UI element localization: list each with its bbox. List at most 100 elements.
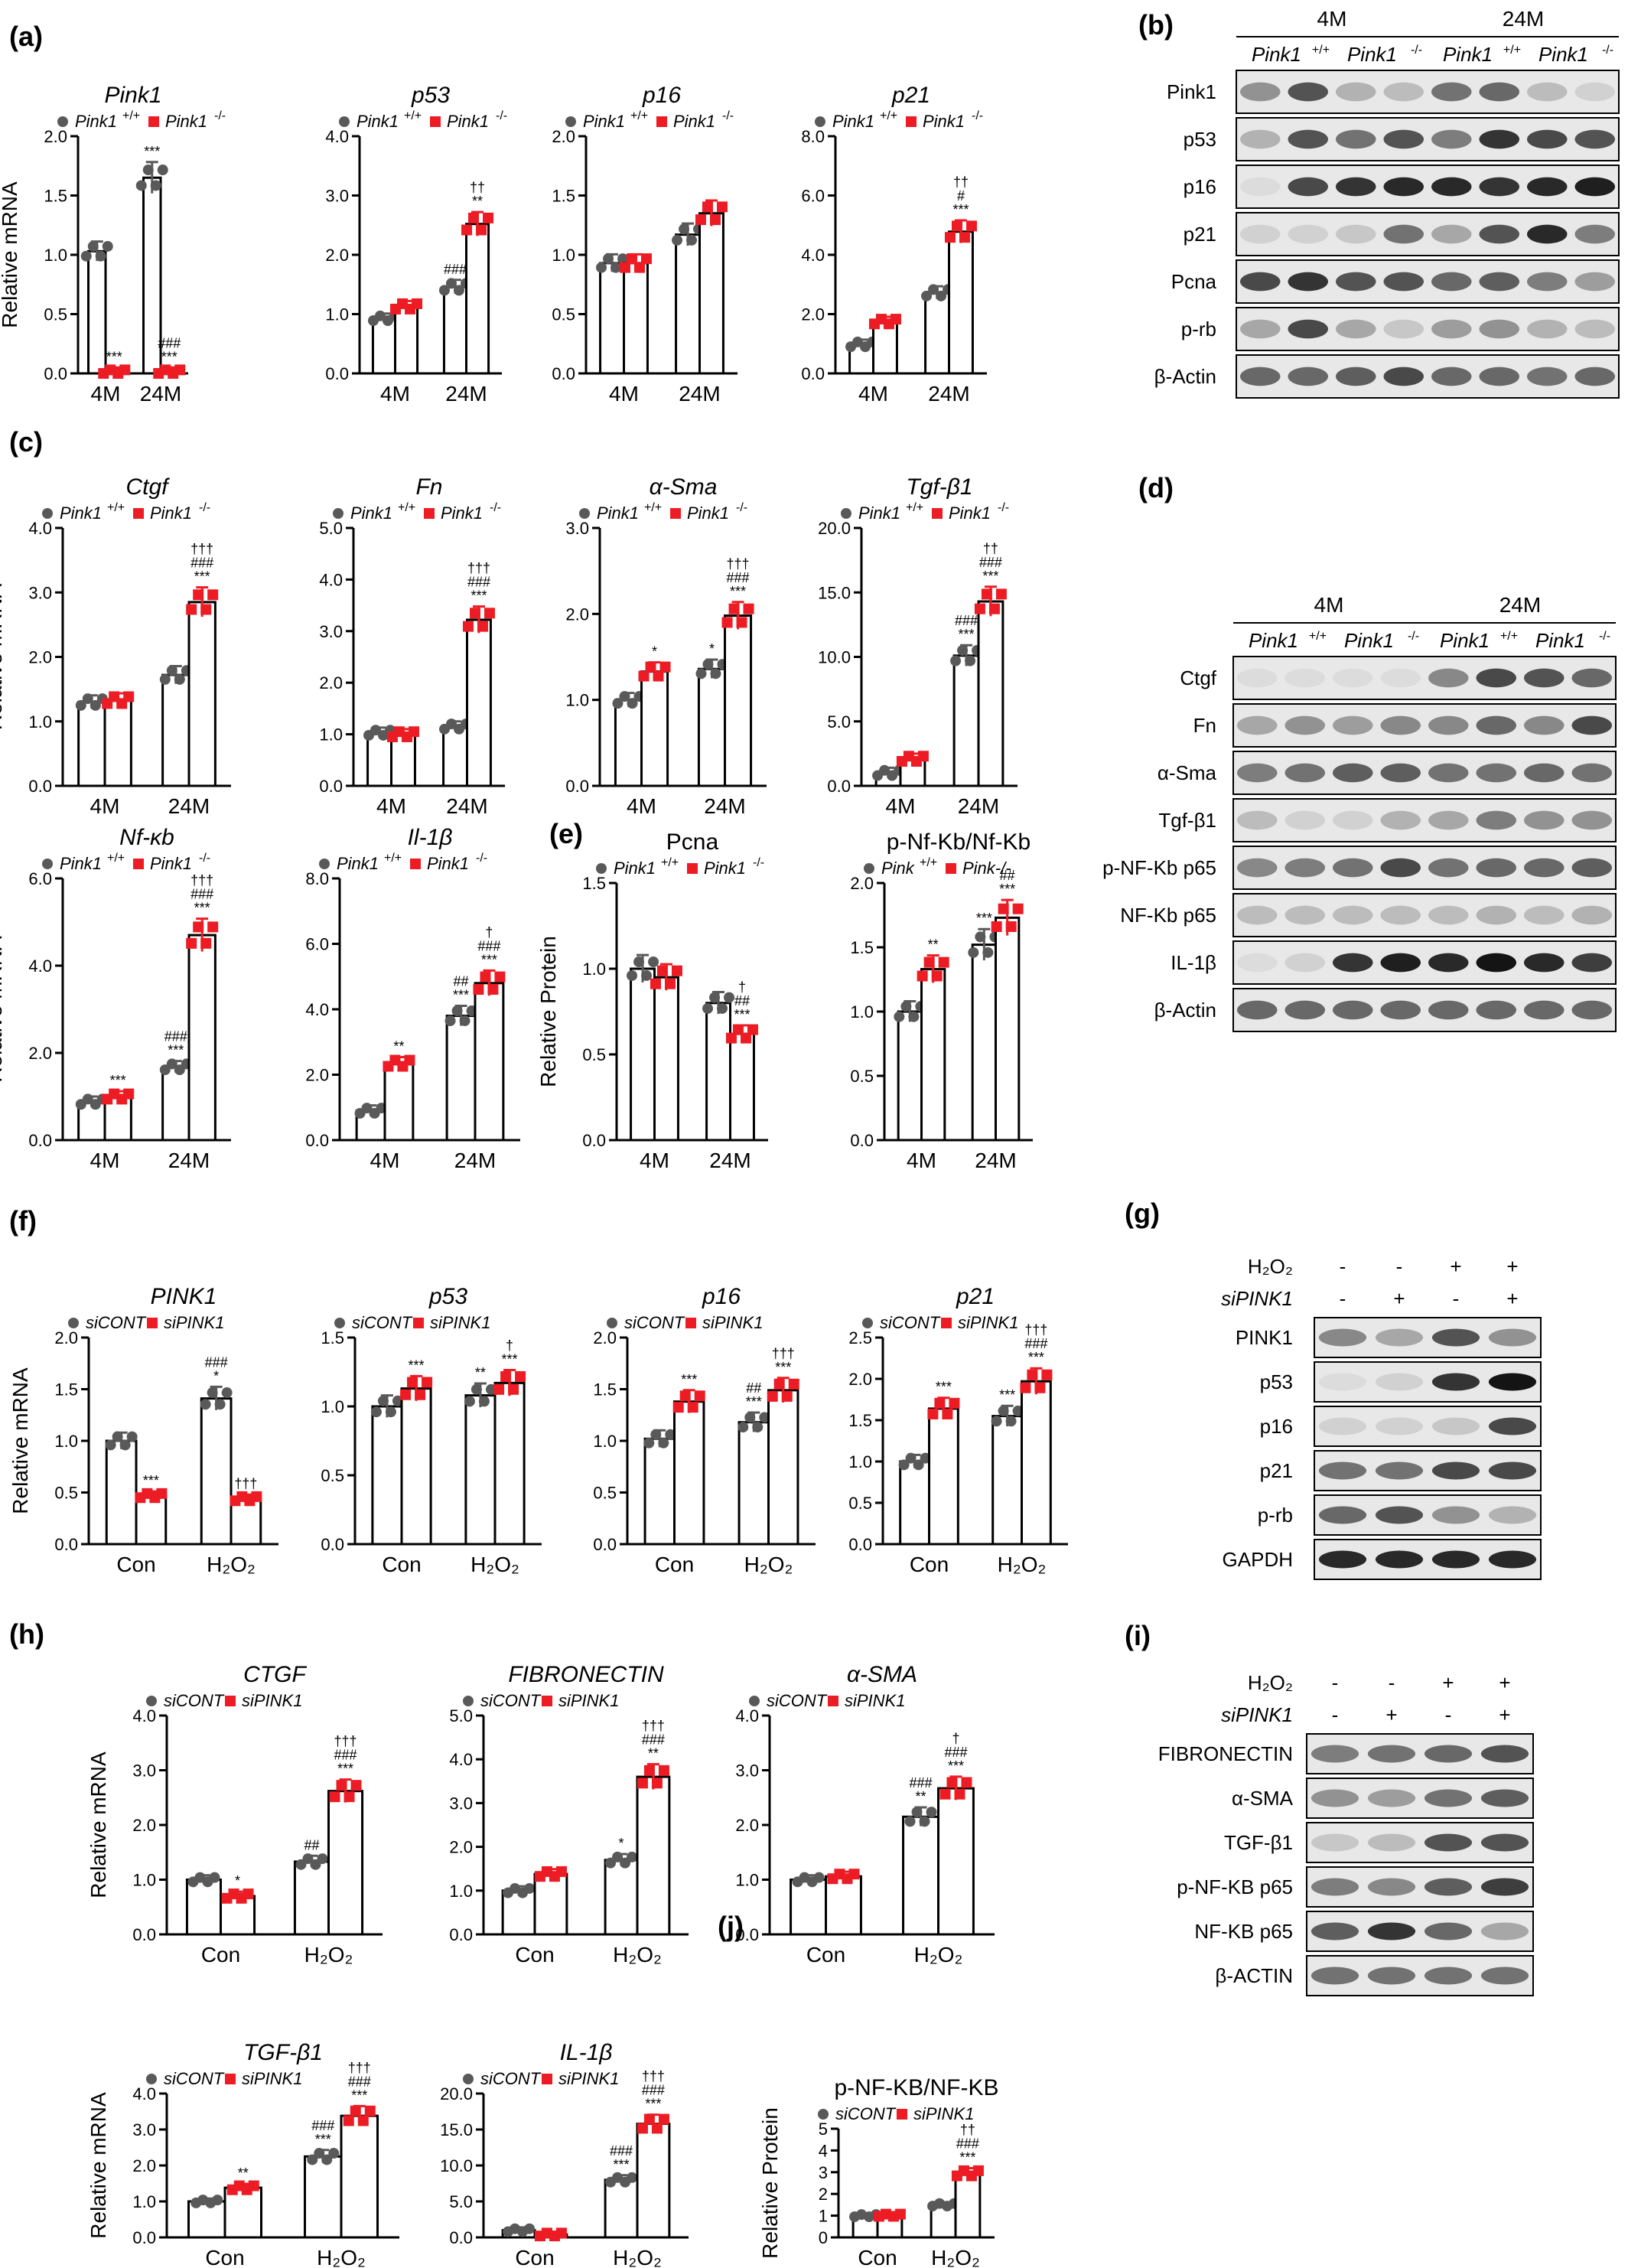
bar bbox=[135, 1494, 168, 1546]
data-point bbox=[998, 1405, 1009, 1416]
blot-band bbox=[1480, 1922, 1529, 1941]
blot-band bbox=[1288, 129, 1328, 149]
blot-band bbox=[1488, 1328, 1537, 1347]
y-tick-label: 0.0 bbox=[552, 364, 575, 383]
blot-band bbox=[1571, 668, 1612, 688]
data-point bbox=[695, 214, 706, 226]
data-point bbox=[927, 1408, 939, 1419]
data-point bbox=[919, 1816, 930, 1827]
y-tick-label: 1.0 bbox=[54, 1432, 78, 1451]
blot-band bbox=[1311, 1833, 1359, 1852]
panel-letter: (g) bbox=[1125, 1198, 1160, 1229]
legend-sup-series-1: +/+ bbox=[107, 852, 125, 865]
data-point bbox=[415, 1389, 426, 1400]
data-point bbox=[648, 956, 659, 968]
legend-marker-series-1 bbox=[862, 1318, 873, 1328]
data-point bbox=[905, 1452, 917, 1464]
blot-band bbox=[1480, 1833, 1529, 1852]
significance-label: ## bbox=[746, 1380, 761, 1396]
x-tick-label: Con bbox=[806, 1943, 845, 1967]
blot-band bbox=[1571, 763, 1612, 783]
significance-label: *** bbox=[746, 1394, 762, 1409]
y-tick-label: 0.5 bbox=[593, 1484, 617, 1503]
legend-marker-series-1 bbox=[579, 508, 590, 519]
blot-band bbox=[1480, 1745, 1529, 1763]
y-axis-label: Relative mRNA bbox=[8, 1367, 32, 1514]
x-tick-label: H₂O₂ bbox=[317, 2246, 366, 2268]
bar bbox=[474, 982, 505, 1142]
significance-label: *** bbox=[453, 988, 469, 1003]
data-point bbox=[928, 284, 939, 295]
blot-band bbox=[1336, 367, 1376, 386]
legend-marker-series-1 bbox=[319, 859, 330, 869]
panel-letter: (c) bbox=[9, 426, 43, 458]
blot-band bbox=[1380, 810, 1421, 830]
y-tick-label: 4.0 bbox=[319, 570, 343, 589]
blot-band bbox=[1428, 763, 1469, 783]
blot-lane-genotype: Pink1 bbox=[1252, 43, 1301, 66]
y-tick-label: 1.5 bbox=[850, 938, 874, 957]
legend-label-series-2: Pink1 bbox=[949, 503, 991, 523]
significance-label: ††† bbox=[348, 2060, 371, 2075]
data-point bbox=[991, 921, 1002, 932]
y-tick-label: 2.5 bbox=[848, 1328, 872, 1347]
x-tick-label: Con bbox=[116, 1553, 155, 1576]
data-point bbox=[672, 1402, 684, 1413]
x-tick-label: 24M bbox=[140, 382, 181, 406]
data-point bbox=[123, 691, 135, 702]
blot-treatment-value: - bbox=[1332, 1671, 1339, 1694]
bar-chart-3: 0.0 2.0 4.0 6.0 8.0 p21 Pink1 +/+ Pink1 -/- 4M 24M †… bbox=[801, 83, 987, 406]
bar bbox=[394, 305, 419, 375]
y-tick-label: 0.0 bbox=[449, 2228, 473, 2247]
blot-treatment-value: + bbox=[1499, 1671, 1510, 1694]
data-point bbox=[923, 956, 935, 968]
x-tick-label: 24M bbox=[446, 794, 487, 818]
data-point bbox=[1027, 1369, 1038, 1380]
data-point bbox=[493, 1383, 505, 1395]
blot-band bbox=[1488, 1417, 1537, 1435]
western-blot-(i): H₂O₂ - - + + siPINK1 - + - + FIBRONECTIN α-SMA TGF-β… bbox=[1158, 1671, 1534, 1996]
legend: siCONT siPINK1 bbox=[818, 2104, 974, 2123]
blot-band bbox=[1480, 1967, 1529, 1985]
y-tick-label: 1.0 bbox=[132, 1871, 156, 1890]
blot-lane-sup: -/- bbox=[1599, 630, 1610, 643]
x-tick-label: 24M bbox=[704, 794, 745, 818]
bar bbox=[630, 967, 656, 1142]
y-tick-label: 4.0 bbox=[132, 1706, 156, 1725]
bar-chart-4: 0.0 1.0 2.0 3.0 4.0 Relative mRNA Ctgf Pink1 +/+… bbox=[0, 474, 231, 818]
legend-marker-series-1 bbox=[607, 1318, 617, 1328]
legend-label-series-2: siPINK1 bbox=[558, 1691, 619, 1710]
data-point bbox=[476, 224, 487, 236]
blot-row-label: Tgf-β1 bbox=[1158, 809, 1216, 832]
data-point bbox=[781, 1390, 793, 1402]
blot-band bbox=[1574, 129, 1615, 149]
legend-label-series-1: Pink1 bbox=[614, 859, 656, 878]
legend-label-series-2: siPINK1 bbox=[702, 1313, 763, 1332]
blot-band bbox=[1237, 763, 1278, 783]
blot-row-label: FIBRONECTIN bbox=[1158, 1742, 1293, 1765]
data-point bbox=[214, 1399, 226, 1410]
data-point bbox=[950, 655, 962, 666]
y-tick-label: 5 bbox=[819, 2120, 828, 2139]
blot-band bbox=[1431, 177, 1472, 197]
data-point bbox=[658, 1437, 669, 1448]
chart-title: p21 bbox=[891, 83, 930, 108]
blot-band bbox=[1383, 272, 1424, 292]
data-point bbox=[643, 1437, 655, 1448]
data-point bbox=[717, 1002, 728, 1014]
data-point bbox=[617, 253, 629, 265]
blot-band bbox=[1288, 224, 1328, 244]
blot-row-label: p53 bbox=[1260, 1370, 1293, 1393]
significance-label: *** bbox=[948, 1758, 964, 1774]
data-point bbox=[126, 1431, 138, 1442]
data-point bbox=[949, 1397, 960, 1409]
data-point bbox=[702, 1002, 714, 1014]
blot-band bbox=[1333, 810, 1373, 830]
legend: siCONT siPINK1 bbox=[463, 2069, 619, 2088]
blot-band bbox=[1476, 715, 1516, 735]
y-tick-label: 4.0 bbox=[801, 246, 825, 265]
blot-band bbox=[1336, 272, 1376, 292]
legend-sup-series-1: +/+ bbox=[906, 501, 923, 514]
y-tick-label: 5.0 bbox=[827, 712, 851, 732]
chart-title: FIBRONECTIN bbox=[508, 1662, 664, 1687]
